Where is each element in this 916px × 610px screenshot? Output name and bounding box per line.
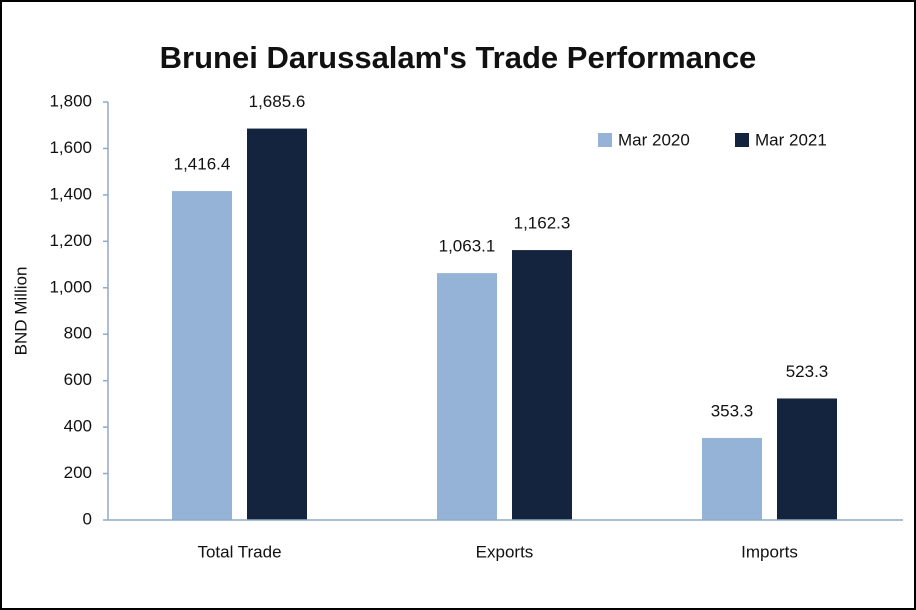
value-label: 1,162.3 bbox=[514, 214, 571, 233]
bar bbox=[437, 273, 497, 520]
bar bbox=[172, 191, 232, 520]
y-axis-label: BND Million bbox=[11, 267, 30, 356]
legend-label: Mar 2021 bbox=[755, 130, 827, 149]
y-tick-label: 200 bbox=[64, 463, 92, 482]
bar bbox=[512, 250, 572, 520]
chart-title: Brunei Darussalam's Trade Performance bbox=[160, 40, 757, 75]
value-label: 1,685.6 bbox=[249, 92, 306, 111]
y-tick-label: 1,200 bbox=[49, 231, 92, 250]
y-tick-label: 600 bbox=[64, 370, 92, 389]
y-tick-label: 0 bbox=[83, 509, 92, 528]
bar bbox=[247, 128, 307, 520]
y-tick-label: 1,600 bbox=[49, 138, 92, 157]
legend-swatch bbox=[735, 133, 749, 147]
value-label: 353.3 bbox=[711, 401, 754, 420]
y-tick-label: 1,000 bbox=[49, 277, 92, 296]
bar bbox=[702, 437, 762, 520]
value-label: 523.3 bbox=[786, 362, 829, 381]
y-tick-label: 1,800 bbox=[49, 91, 92, 110]
y-tick-label: 1,400 bbox=[49, 184, 92, 203]
value-label: 1,063.1 bbox=[439, 237, 496, 256]
x-tick-label: Imports bbox=[741, 542, 798, 561]
x-tick-label: Exports bbox=[476, 542, 534, 561]
y-tick-label: 400 bbox=[64, 417, 92, 436]
value-label: 1,416.4 bbox=[174, 155, 231, 174]
legend-swatch bbox=[598, 133, 612, 147]
bar bbox=[777, 398, 837, 520]
legend-label: Mar 2020 bbox=[618, 130, 690, 149]
y-tick-label: 800 bbox=[64, 324, 92, 343]
x-tick-label: Total Trade bbox=[197, 542, 281, 561]
